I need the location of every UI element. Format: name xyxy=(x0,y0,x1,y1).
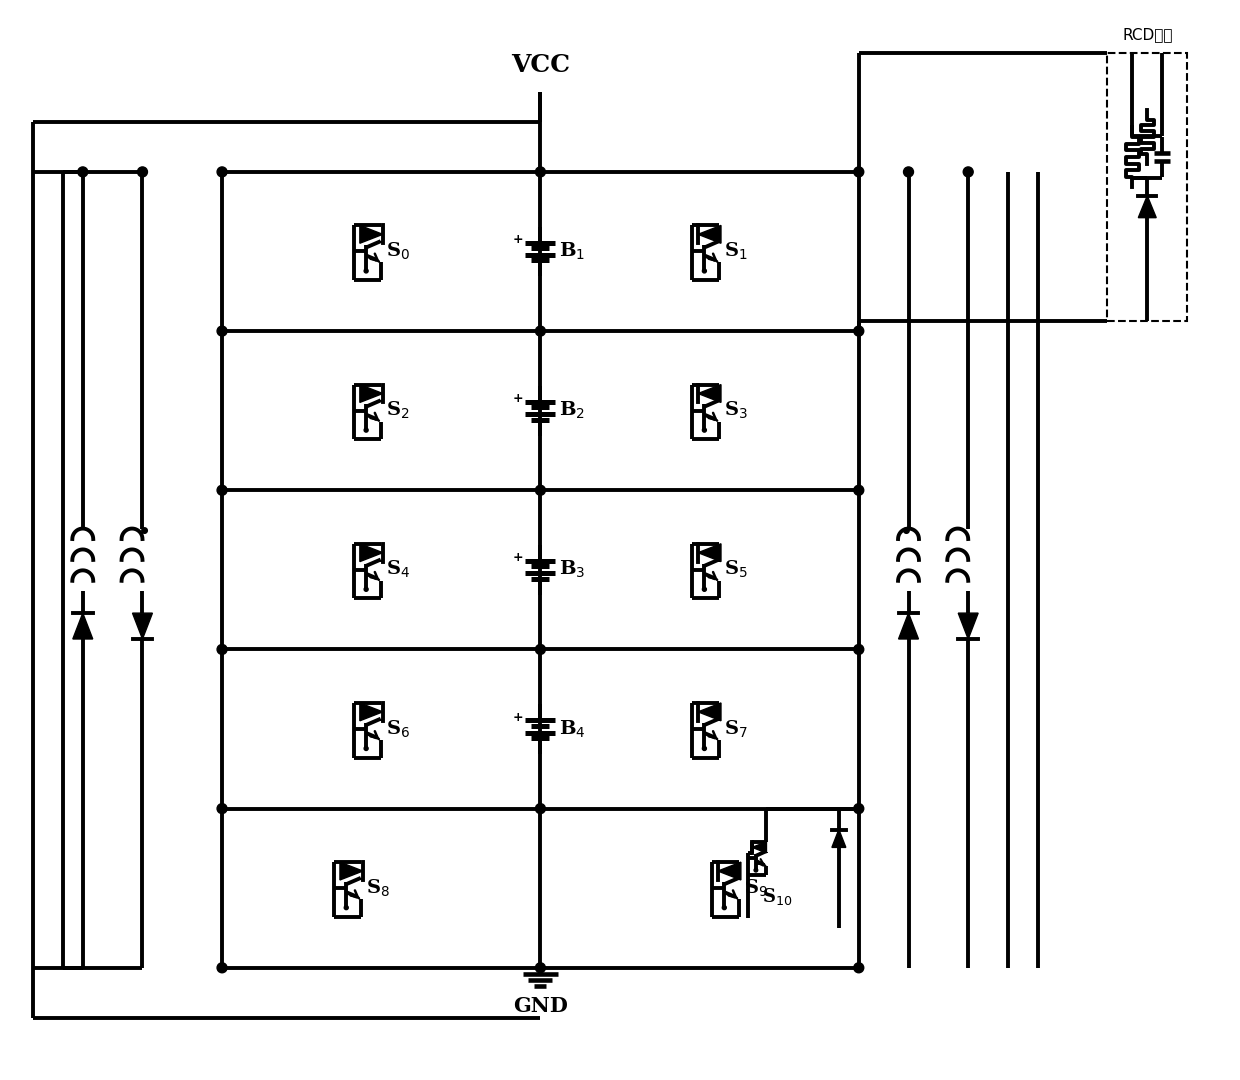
Text: B$_1$: B$_1$ xyxy=(559,241,585,262)
Circle shape xyxy=(345,906,348,909)
Circle shape xyxy=(904,167,914,177)
Text: RCD电路: RCD电路 xyxy=(1122,28,1173,42)
Text: S$_1$: S$_1$ xyxy=(724,241,748,262)
Text: S$_{10}$: S$_{10}$ xyxy=(763,887,792,907)
Polygon shape xyxy=(360,543,383,562)
Circle shape xyxy=(722,906,727,909)
Circle shape xyxy=(217,167,227,177)
Polygon shape xyxy=(73,613,93,639)
Polygon shape xyxy=(959,613,978,639)
Polygon shape xyxy=(360,703,383,720)
Circle shape xyxy=(536,645,546,654)
Polygon shape xyxy=(698,384,720,403)
Text: S$_2$: S$_2$ xyxy=(386,400,409,421)
Circle shape xyxy=(536,804,546,813)
Text: S$_0$: S$_0$ xyxy=(386,241,410,262)
Polygon shape xyxy=(133,613,153,639)
Text: VCC: VCC xyxy=(511,53,570,78)
Circle shape xyxy=(536,167,546,177)
Polygon shape xyxy=(753,842,766,853)
Circle shape xyxy=(854,167,864,177)
Polygon shape xyxy=(832,829,846,848)
Circle shape xyxy=(963,167,973,177)
Circle shape xyxy=(78,167,88,177)
Bar xyxy=(1107,53,1187,321)
Text: S$_4$: S$_4$ xyxy=(386,559,410,580)
Polygon shape xyxy=(698,226,720,243)
Circle shape xyxy=(365,269,368,273)
Circle shape xyxy=(217,485,227,496)
Circle shape xyxy=(365,746,368,751)
Circle shape xyxy=(536,326,546,336)
Text: GND: GND xyxy=(513,996,568,1015)
Circle shape xyxy=(365,588,368,591)
Text: S$_3$: S$_3$ xyxy=(724,400,748,421)
Circle shape xyxy=(702,746,707,751)
Text: +: + xyxy=(513,392,523,405)
Circle shape xyxy=(754,868,758,872)
Text: +: + xyxy=(513,711,523,724)
Circle shape xyxy=(854,645,864,654)
Circle shape xyxy=(138,167,148,177)
Circle shape xyxy=(702,428,707,432)
Text: S$_6$: S$_6$ xyxy=(386,718,410,740)
Text: B$_3$: B$_3$ xyxy=(559,559,585,580)
Circle shape xyxy=(141,528,148,534)
Circle shape xyxy=(854,326,864,336)
Circle shape xyxy=(854,804,864,813)
Circle shape xyxy=(217,645,227,654)
Circle shape xyxy=(702,588,707,591)
Text: S$_8$: S$_8$ xyxy=(366,878,391,899)
Circle shape xyxy=(536,485,546,496)
Text: S$_5$: S$_5$ xyxy=(724,559,748,580)
Circle shape xyxy=(904,528,909,534)
Text: B$_2$: B$_2$ xyxy=(559,400,585,421)
Circle shape xyxy=(702,269,707,273)
Text: +: + xyxy=(513,552,523,565)
Text: S$_7$: S$_7$ xyxy=(724,718,748,740)
Circle shape xyxy=(854,485,864,496)
Circle shape xyxy=(854,962,864,973)
Polygon shape xyxy=(698,703,720,720)
Polygon shape xyxy=(360,226,383,243)
Polygon shape xyxy=(718,862,740,880)
Text: B$_4$: B$_4$ xyxy=(559,718,585,740)
Polygon shape xyxy=(360,384,383,403)
Polygon shape xyxy=(1138,195,1156,218)
Polygon shape xyxy=(899,613,919,639)
Polygon shape xyxy=(340,862,363,880)
Circle shape xyxy=(217,804,227,813)
Polygon shape xyxy=(698,543,720,562)
Circle shape xyxy=(217,962,227,973)
Circle shape xyxy=(217,326,227,336)
Circle shape xyxy=(536,962,546,973)
Text: S$_9$: S$_9$ xyxy=(744,878,769,899)
Circle shape xyxy=(365,428,368,432)
Text: +: + xyxy=(513,233,523,246)
